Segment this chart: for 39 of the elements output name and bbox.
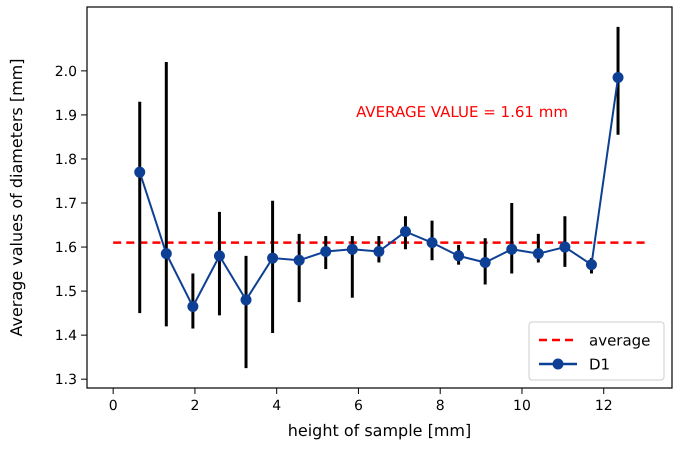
point — [426, 237, 438, 248]
point — [267, 252, 278, 264]
point — [373, 246, 384, 257]
y-tick-label: 1.3 — [54, 372, 77, 388]
x-axis-title: height of sample [mm] — [288, 421, 472, 440]
point — [480, 256, 491, 268]
y-tick-label: 1.7 — [54, 196, 77, 212]
point — [214, 250, 225, 262]
legend-label: average — [589, 331, 650, 350]
y-tick-label: 1.8 — [54, 152, 77, 168]
point — [453, 250, 464, 262]
point — [559, 242, 570, 253]
y-tick-label: 1.4 — [54, 328, 78, 344]
point — [586, 259, 597, 270]
legend-label: D1 — [589, 355, 610, 374]
point — [187, 301, 198, 312]
point — [240, 294, 252, 306]
point — [612, 72, 624, 83]
annotation: AVERAGE VALUE = 1.61 mm — [356, 103, 568, 121]
point — [134, 166, 146, 178]
x-tick-label: 10 — [513, 398, 531, 414]
point — [294, 254, 305, 266]
point — [346, 244, 358, 255]
y-tick-label: 2.0 — [54, 64, 77, 80]
x-tick-label: 12 — [594, 398, 613, 414]
point — [532, 248, 544, 260]
point — [160, 248, 172, 260]
point — [400, 226, 411, 238]
x-tick-label: 4 — [272, 398, 282, 414]
y-tick-label: 1.6 — [54, 240, 78, 256]
x-tick-label: 6 — [354, 398, 363, 414]
point — [320, 246, 332, 257]
x-tick-label: 8 — [436, 398, 445, 414]
point — [506, 244, 518, 255]
x-tick-label: 0 — [108, 398, 118, 414]
y-tick-label: 1.5 — [54, 284, 77, 300]
y-axis-title: Average values of diameters [mm] — [7, 58, 26, 337]
x-tick-label: 2 — [190, 398, 200, 414]
y-tick-label: 1.9 — [54, 108, 77, 124]
